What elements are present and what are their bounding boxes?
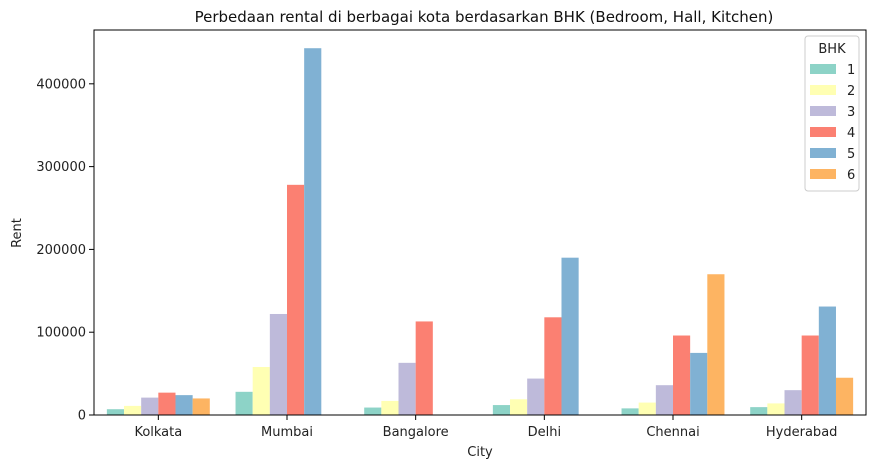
y-axis-label: Rent: [10, 218, 25, 248]
bar-kolkata-bhk-5: [175, 395, 193, 415]
y-tick-label: 100000: [36, 326, 86, 341]
plot-frame: [93, 29, 867, 416]
bar-kolkata-bhk-1: [106, 409, 125, 415]
bar-kolkata-bhk-6: [192, 398, 210, 415]
bar-bangalore-bhk-2: [381, 400, 399, 415]
legend-swatch-bhk-2: [810, 85, 836, 95]
bar-chennai-bhk-6: [707, 274, 725, 415]
legend-title: BHK: [818, 42, 846, 57]
x-axis: Kolkata Mumbai Bangalore Delhi Chennai Hydera…: [134, 415, 837, 440]
bar-hyderabad-bhk-5: [818, 306, 836, 415]
bar-mumbai-bhk-2: [252, 366, 270, 415]
bar-kolkata-bhk-2: [124, 405, 142, 415]
legend-label-bhk-5: 5: [847, 147, 855, 162]
bar-chennai-bhk-1: [621, 408, 639, 415]
x-tick-label-mumbai: Mumbai: [261, 425, 313, 440]
bar-mumbai-bhk-5: [304, 48, 322, 415]
bar-mumbai-bhk-4: [287, 184, 305, 415]
bar-bangalore-bhk-4: [415, 321, 433, 415]
bar-hyderabad-bhk-1: [750, 407, 768, 415]
x-tick-label-kolkata: Kolkata: [134, 425, 182, 440]
x-tick-label-hyderabad: Hyderabad: [766, 425, 838, 440]
bar-delhi-bhk-5: [561, 257, 579, 415]
y-tick-label: 300000: [36, 160, 86, 175]
x-tick-label-bangalore: Bangalore: [383, 425, 449, 440]
bar-delhi-bhk-2: [510, 399, 528, 415]
legend-label-bhk-1: 1: [847, 63, 855, 78]
y-tick-label: 0: [78, 409, 86, 424]
legend-label-bhk-3: 3: [847, 105, 855, 120]
legend-swatch-bhk-3: [810, 106, 836, 116]
x-tick-label-chennai: Chennai: [646, 425, 699, 440]
legend-swatch-bhk-5: [810, 148, 836, 158]
bar-bangalore-bhk-3: [398, 362, 416, 415]
bar-delhi-bhk-3: [527, 378, 545, 415]
bar-chennai-bhk-4: [673, 335, 691, 415]
bar-chennai-bhk-5: [690, 352, 708, 415]
chart-title: Perbedaan rental di berbagai kota berdas…: [195, 8, 774, 26]
y-tick-label: 200000: [36, 243, 86, 258]
x-tick-label-delhi: Delhi: [528, 425, 561, 440]
legend-label-bhk-6: 6: [847, 168, 855, 183]
legend-swatch-bhk-6: [810, 169, 836, 179]
bar-bangalore-bhk-1: [364, 407, 382, 415]
x-axis-label: City: [467, 445, 493, 460]
y-tick-label: 400000: [36, 77, 86, 92]
legend-label-bhk-2: 2: [847, 84, 855, 99]
bar-delhi-bhk-1: [492, 405, 511, 415]
bar-chennai-bhk-2: [638, 402, 656, 415]
bar-hyderabad-bhk-6: [835, 377, 854, 415]
bar-mumbai-bhk-3: [269, 313, 287, 415]
bar-kolkata-bhk-3: [141, 397, 159, 415]
bar-mumbai-bhk-1: [235, 391, 253, 415]
legend-swatch-bhk-1: [810, 64, 836, 74]
bar-hyderabad-bhk-2: [767, 403, 785, 415]
y-axis: 0 100000 200000 300000 400000: [36, 77, 94, 424]
bar-hyderabad-bhk-4: [801, 335, 819, 415]
plot-area: [93, 29, 867, 416]
bar-hyderabad-bhk-3: [784, 390, 802, 415]
legend-label-bhk-4: 4: [847, 126, 855, 141]
bar-chennai-bhk-3: [655, 385, 673, 415]
bar-kolkata-bhk-4: [158, 392, 176, 415]
bar-delhi-bhk-4: [544, 317, 562, 415]
legend-swatch-bhk-4: [810, 127, 836, 137]
